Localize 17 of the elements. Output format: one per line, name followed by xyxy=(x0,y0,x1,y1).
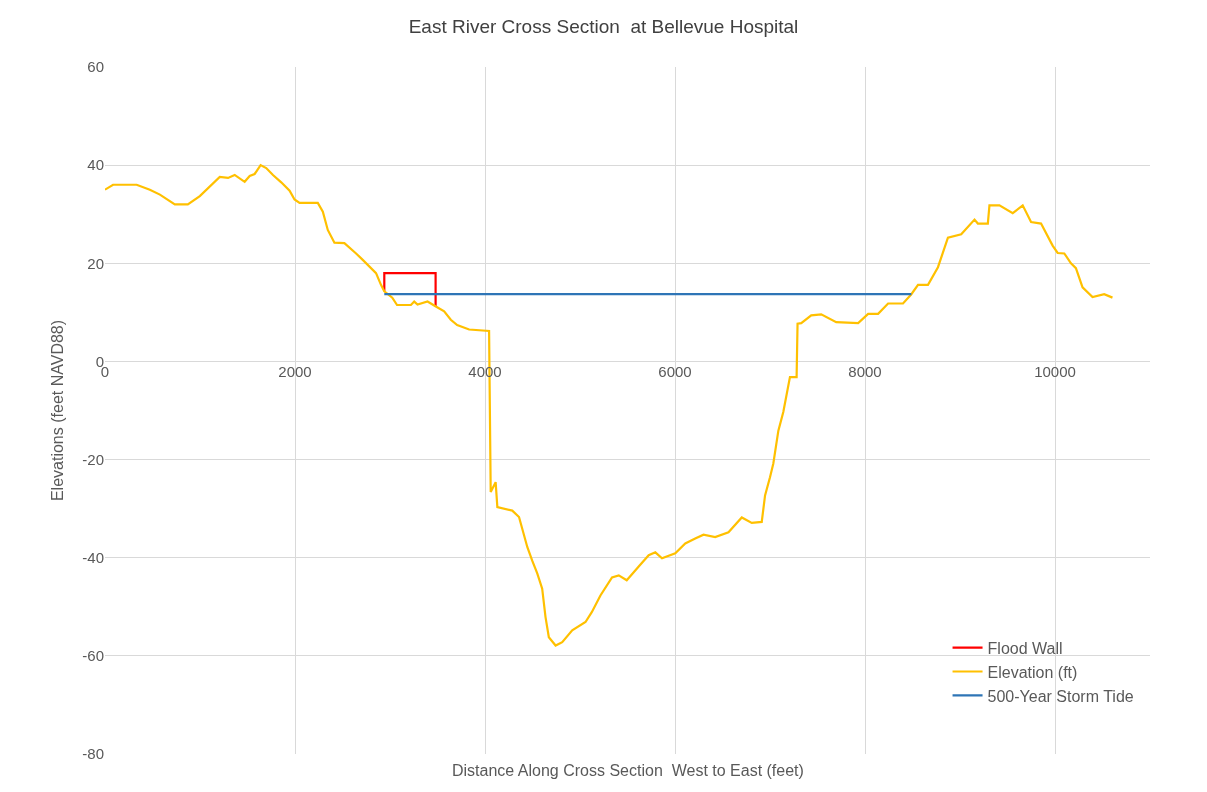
y-tick-label: 60 xyxy=(87,58,104,76)
y-tick-label: -20 xyxy=(82,450,104,468)
legend-label: 500-Year Storm Tide xyxy=(987,687,1134,705)
y-tick-label: -60 xyxy=(82,647,104,665)
y-axis-title: Elevations (feet NAVD88) xyxy=(49,319,67,502)
x-tick-label: 8000 xyxy=(848,363,882,381)
y-tick-label: 40 xyxy=(87,156,104,174)
x-tick-label: 2000 xyxy=(278,363,312,381)
x-axis-title: Distance Along Cross Section West to East (feet) xyxy=(452,762,804,779)
x-tick-label: 6000 xyxy=(658,363,692,381)
chart-title: East River Cross Section at Bellevue Hospital xyxy=(408,16,799,38)
y-tick-label: -40 xyxy=(82,548,104,566)
y-tick-label: -80 xyxy=(82,745,104,763)
legend-label: Flood Wall xyxy=(987,639,1063,657)
legend-label: Elevation (ft) xyxy=(987,663,1078,681)
x-tick-label: 10000 xyxy=(1034,363,1076,381)
y-tick-label: 20 xyxy=(87,254,104,272)
